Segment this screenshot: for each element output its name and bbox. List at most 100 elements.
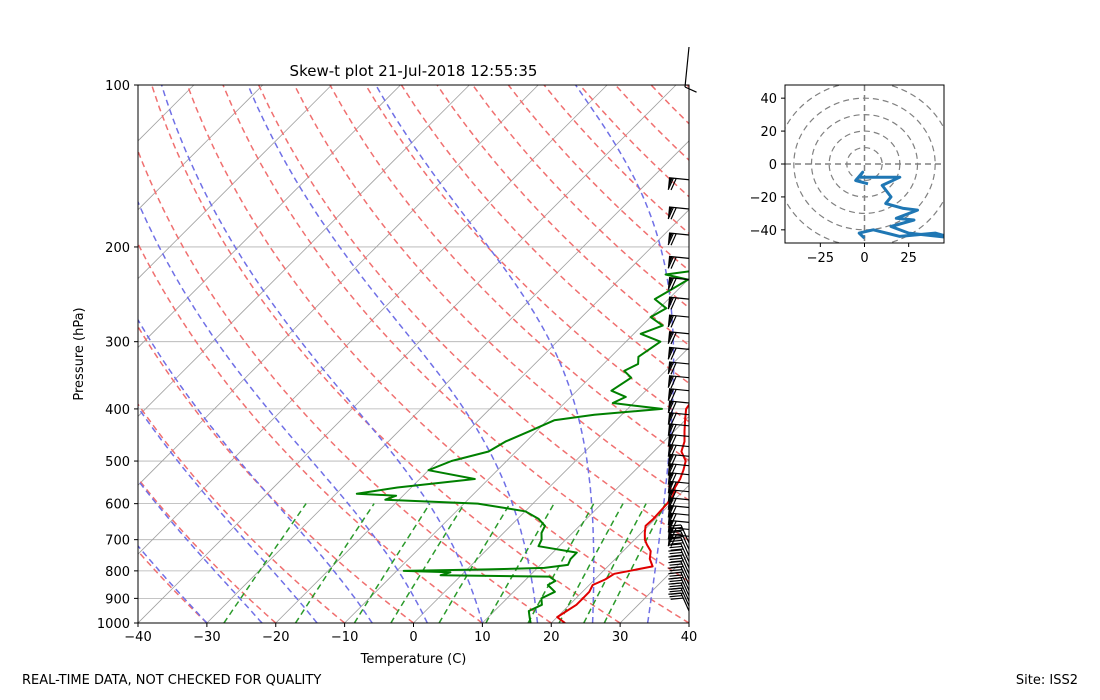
dry-adiabat: [436, 85, 689, 347]
barb-staff: [668, 296, 690, 300]
barb-feather: [668, 537, 682, 540]
isotherm-line: [619, 553, 689, 623]
dry-adiabat: [365, 85, 689, 423]
barb-staff: [680, 524, 690, 544]
barb-feather: [670, 256, 677, 269]
barb-feather: [670, 362, 677, 375]
barb-feather: [667, 331, 674, 344]
mixing-ratio-line: [438, 503, 511, 623]
isotherm-line: [550, 484, 689, 623]
isotherm-line: [758, 85, 1100, 623]
hodograph-area: [785, 85, 944, 243]
barb-staff: [668, 504, 690, 509]
barb-feather: [667, 534, 674, 547]
dry-adiabat: [138, 242, 483, 623]
barb-feather: [668, 571, 682, 575]
barb-staff: [680, 582, 690, 602]
isotherm-line: [138, 85, 470, 417]
y-tick-label: 300: [105, 336, 130, 351]
barb-staff: [680, 549, 690, 569]
barb-feather: [670, 315, 677, 328]
barb-staff: [680, 577, 690, 597]
dry-adiabat: [138, 149, 552, 623]
y-tick-label: 700: [105, 534, 130, 549]
mixing-ratio-line: [223, 503, 307, 623]
barb-feather: [670, 347, 677, 360]
isotherm-line: [138, 85, 264, 211]
site-label: Site: ISS2: [1015, 673, 1078, 688]
dry-adiabat: [507, 85, 689, 272]
barb-feather: [669, 551, 683, 555]
isotherm-line: [413, 346, 689, 623]
y-tick-label: 200: [105, 241, 130, 256]
plot-area: [0, 85, 1100, 623]
barb-feather: [668, 524, 682, 527]
barb-feather: [667, 412, 674, 425]
y-tick-label: 400: [105, 403, 130, 418]
barb-feather: [670, 332, 677, 345]
hodo-y-tick-label: 0: [769, 158, 777, 173]
x-tick-label: −40: [124, 630, 151, 645]
moist-adiabat: [247, 85, 539, 623]
barb-feather: [667, 177, 674, 190]
moist-adiabat: [138, 544, 208, 623]
moist-adiabat: [375, 85, 595, 623]
barb-staff: [680, 561, 690, 580]
barb-feather: [668, 566, 682, 569]
hodograph-trace: [854, 170, 944, 240]
isotherm-line: [138, 85, 195, 142]
y-tick-label: 1000: [97, 617, 130, 632]
barb-feather: [668, 530, 682, 534]
barb-staff: [668, 388, 690, 392]
barb-feather: [669, 526, 683, 530]
barb-feather: [670, 207, 677, 220]
barb-feather: [670, 548, 684, 551]
isotherm-line: [206, 140, 689, 623]
dry-adiabat: [472, 85, 689, 309]
isotherm-line: [138, 85, 677, 623]
barb-feather: [668, 555, 682, 558]
barb-feather: [670, 389, 677, 402]
moist-adiabat: [574, 85, 675, 623]
barb-feather: [669, 545, 683, 549]
isotherm-line: [482, 415, 689, 623]
isotherm-line: [275, 209, 689, 623]
isotherm-line: [0, 85, 56, 623]
barb-feather: [670, 597, 684, 600]
x-tick-label: 40: [681, 630, 698, 645]
isotherm-line: [138, 85, 608, 555]
barb-feather: [670, 178, 677, 191]
x-axis-label: Temperature (C): [360, 652, 467, 667]
y-tick-label: 600: [105, 498, 130, 513]
hodo-y-tick-label: −40: [750, 224, 777, 239]
barb-staff: [680, 537, 690, 557]
barb-staff: [668, 400, 690, 404]
dry-adiabat: [138, 325, 414, 623]
x-tick-label: −10: [331, 630, 358, 645]
barb-feather: [668, 582, 682, 585]
barb-staff: [668, 497, 690, 501]
y-axis-label: Pressure (hPa): [72, 307, 87, 400]
barb-feather: [669, 579, 683, 583]
barb-feather: [669, 533, 683, 536]
barb-feather: [669, 574, 683, 577]
dry-adiabat: [138, 402, 346, 623]
dewpoint-profile: [355, 270, 689, 623]
y-tick-label: 500: [105, 455, 130, 470]
x-tick-label: 10: [474, 630, 491, 645]
isotherm-line: [138, 85, 401, 349]
y-tick-label: 900: [105, 592, 130, 607]
barb-staff: [680, 587, 690, 607]
barb-feather: [669, 539, 683, 543]
dry-adiabat: [138, 550, 208, 623]
barb-feather: [667, 362, 674, 375]
barb-feather: [670, 297, 677, 310]
chart-title: Skew-t plot 21-Jul-2018 12:55:35: [290, 62, 538, 80]
plot-frame: [137, 84, 690, 624]
isotherm-line: [138, 85, 539, 486]
barb-feather: [668, 577, 682, 580]
barb-feather: [667, 233, 674, 246]
mixing-ratio-line: [294, 503, 375, 623]
barb-staff: [680, 572, 690, 591]
quality-disclaimer: REAL-TIME DATA, NOT CHECKED FOR QUALITY: [22, 673, 322, 688]
